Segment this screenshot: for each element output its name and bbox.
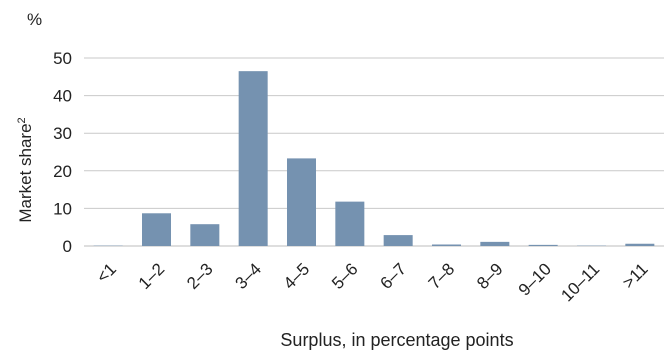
x-tick-label: 5–6: [328, 259, 361, 292]
y-axis-title: Market share2: [16, 117, 35, 222]
bar: [383, 235, 413, 246]
x-tick-label: <1: [93, 259, 120, 286]
bar: [287, 158, 316, 246]
bar: [190, 224, 220, 246]
x-tick-label: 8–9: [473, 259, 506, 292]
x-tick-label: 9–10: [515, 259, 555, 299]
x-tick-label: 1–2: [135, 259, 168, 292]
x-axis-title: Surplus, in percentage points: [280, 330, 513, 350]
y-axis-title-footnote: 2: [16, 117, 28, 123]
bar: [335, 201, 365, 246]
x-tick-label: >11: [619, 259, 652, 292]
x-tick-label: 6–7: [376, 259, 409, 292]
bar: [432, 244, 461, 246]
y-unit-label: %: [27, 10, 42, 29]
bar: [142, 213, 171, 246]
y-tick-label: 50: [53, 49, 72, 68]
y-tick-label: 10: [53, 199, 72, 218]
bars: [93, 71, 655, 246]
bar: [480, 241, 510, 246]
y-tick-labels: 0 10 20 30 40 50: [53, 49, 72, 256]
y-tick-label: 30: [53, 124, 72, 143]
bar: [528, 244, 558, 246]
y-tick-label: 40: [53, 87, 72, 106]
bar: [625, 243, 655, 246]
x-tick-label: 10–11: [557, 259, 603, 305]
x-tick-label: 2–3: [183, 259, 216, 292]
gridlines: [84, 57, 664, 247]
x-tick-label: 7–8: [425, 259, 458, 292]
bar: [238, 71, 268, 246]
x-tick-label: 4–5: [280, 259, 313, 292]
y-axis-title-text: Market share: [16, 123, 35, 222]
y-tick-label: 20: [53, 162, 72, 181]
x-tick-label: 3–4: [231, 259, 264, 292]
x-tick-labels: <1 1–2 2–3 3–4 4–5 5–6 6–7 7–8 8–9 9–10 10–11 >11: [93, 259, 652, 305]
y-tick-label: 0: [63, 237, 72, 256]
